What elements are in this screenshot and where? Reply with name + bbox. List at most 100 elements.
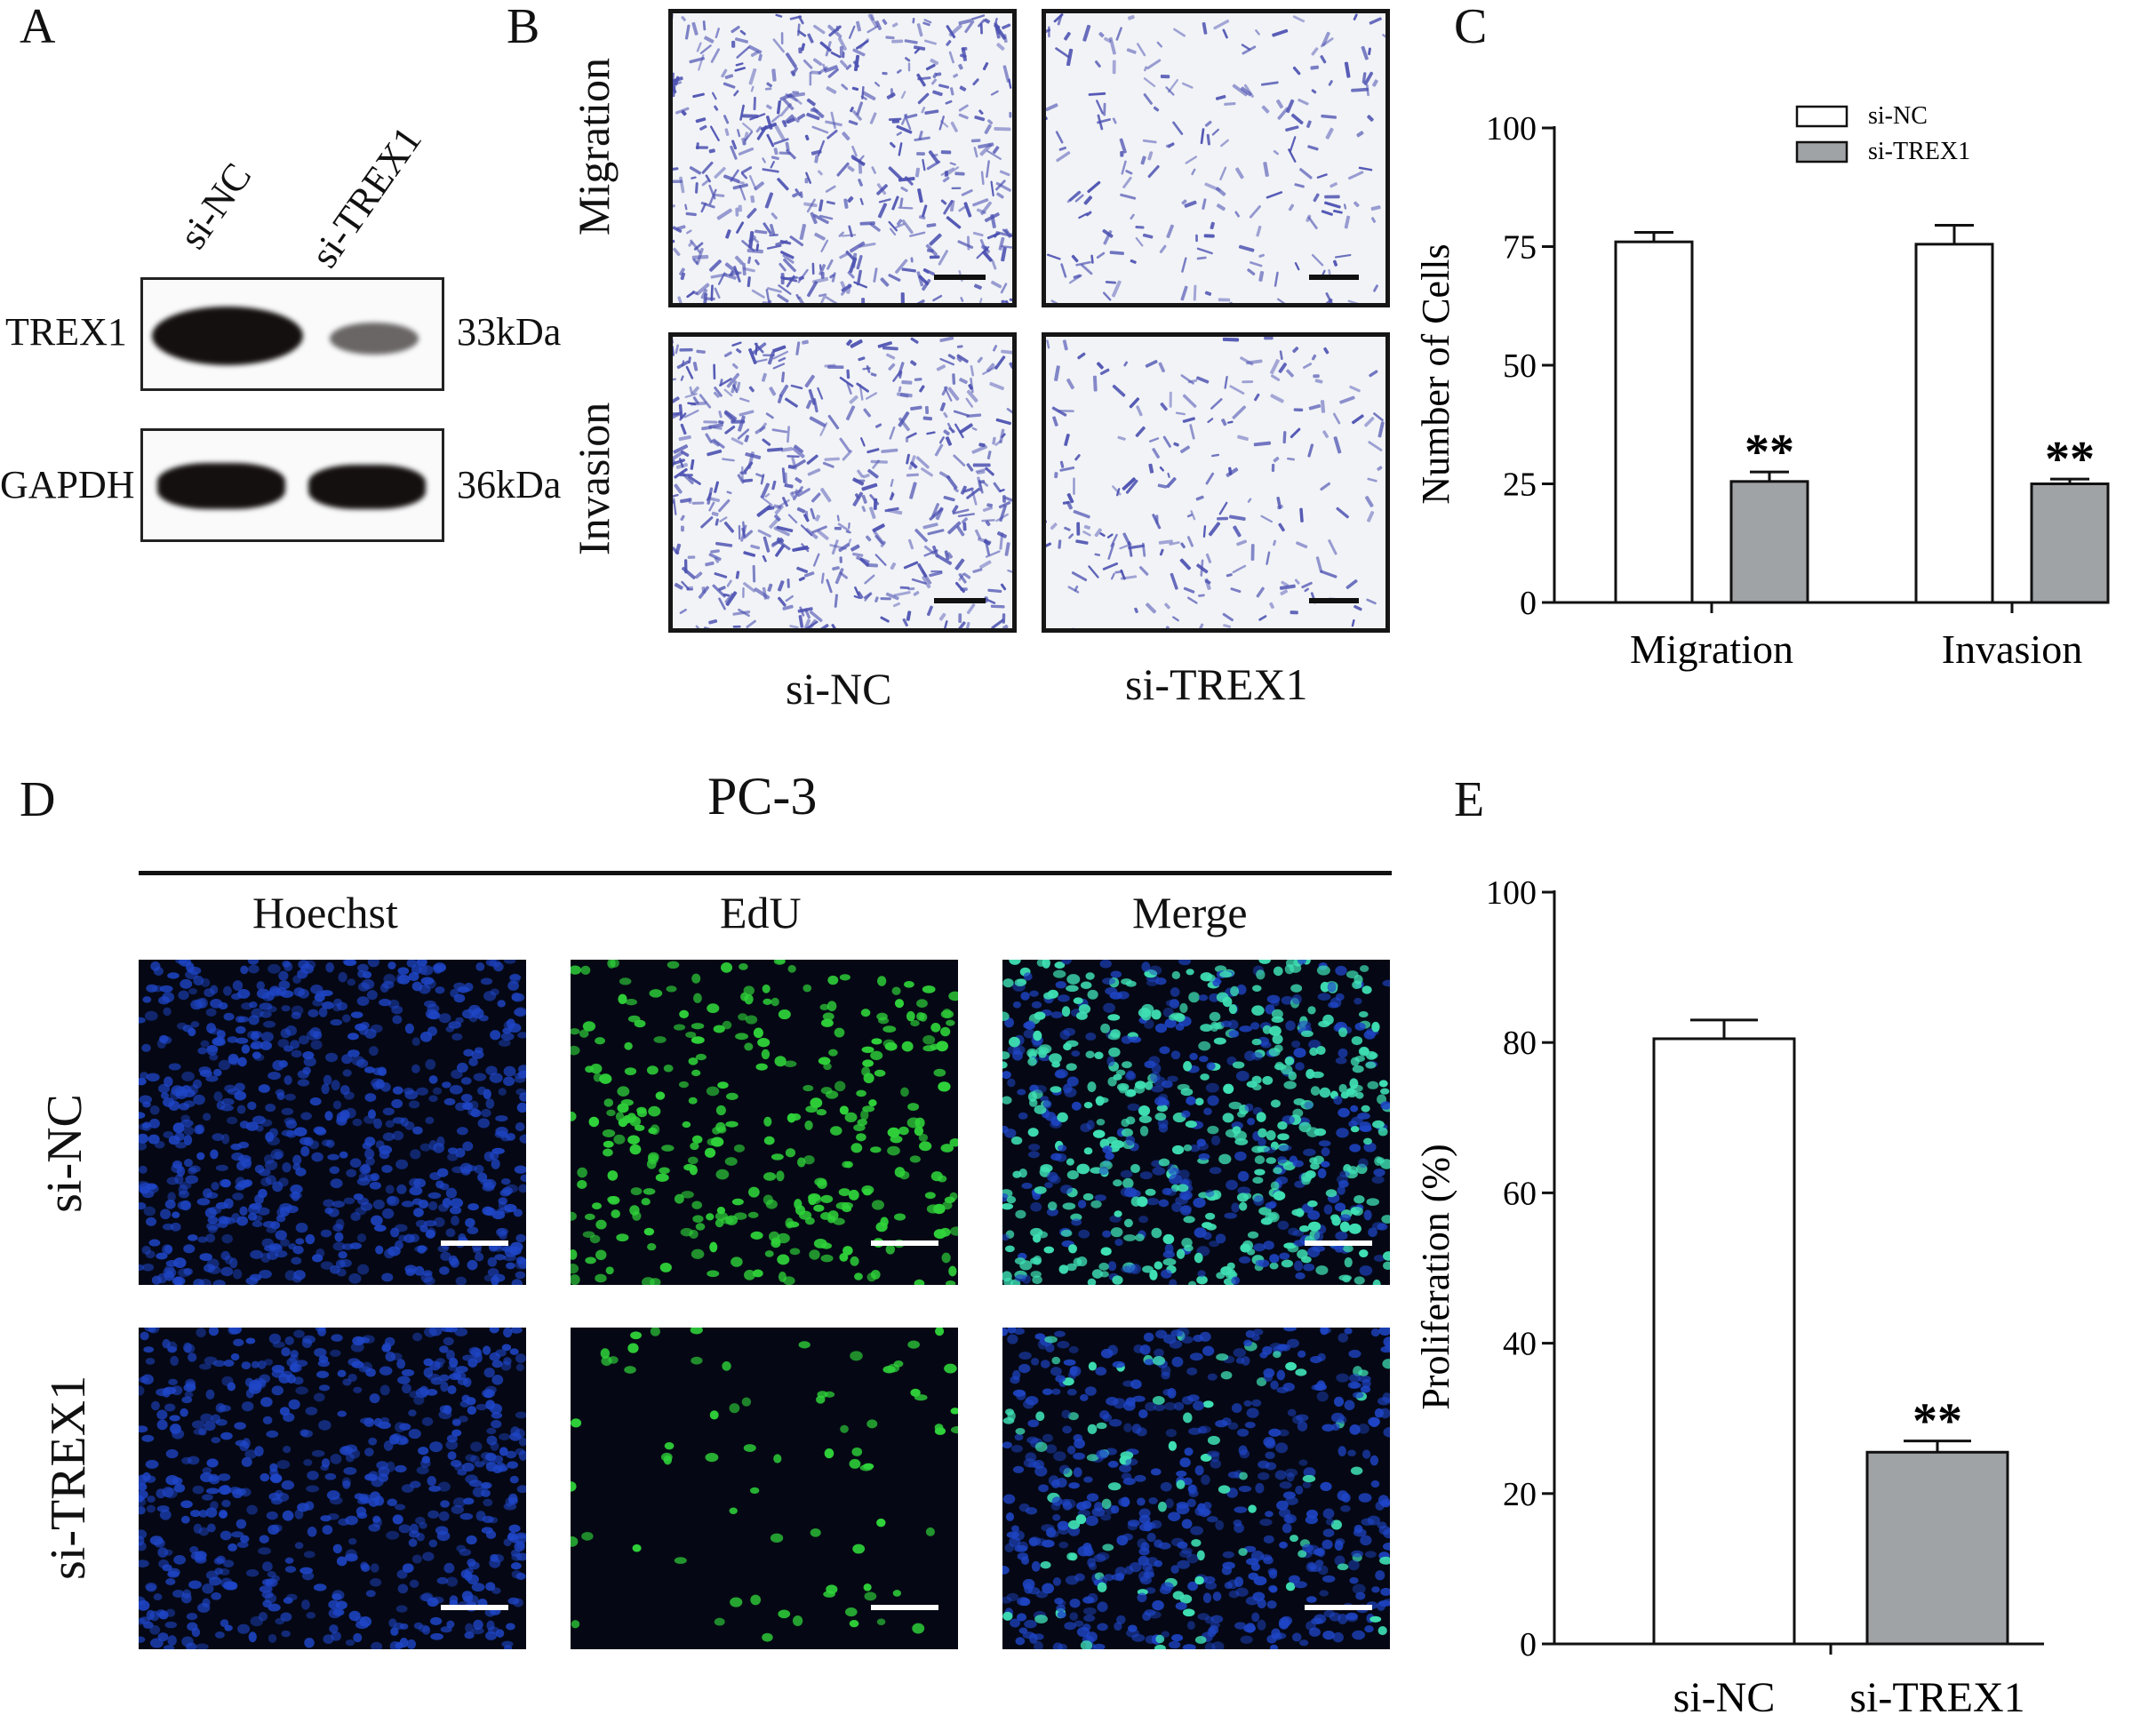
edu-title: PC-3 [707, 767, 818, 826]
nuclei-merge-si-trex1 [1002, 1328, 1390, 1649]
bar [1614, 240, 1694, 604]
bar [1865, 1450, 2009, 1646]
y-axis-label: Number of Cells [1414, 243, 1457, 504]
nuclei-hoechst-si-trex1 [139, 1328, 526, 1649]
significance-label: ** [1745, 425, 1794, 480]
bar [1914, 243, 1994, 604]
lane-label-si-nc: si-NC [170, 155, 260, 257]
scale-bar [1309, 598, 1359, 603]
y-tick-label: 50 [1503, 347, 1537, 385]
bar [1729, 480, 1809, 604]
nuclei [571, 1328, 958, 1642]
bar [2030, 483, 2110, 604]
band-gapdh-si-trex1 [308, 465, 426, 509]
y-tick-label: 40 [1503, 1326, 1537, 1363]
bar [1652, 1037, 1796, 1646]
x-tick-label: si-NC [1673, 1674, 1776, 1721]
significance-label: ** [1912, 1394, 1962, 1449]
row-label-migration: Migration [569, 58, 619, 235]
nuclei [139, 1328, 526, 1649]
scale-bar [1309, 275, 1359, 280]
row-label-invasion: Invasion [569, 402, 619, 555]
y-tick-label: 0 [1520, 585, 1537, 622]
stained-cells [1046, 337, 1385, 628]
cell-stain-invasion-si-nc [673, 337, 1012, 628]
size-label-gapdh: 36kDa [457, 463, 562, 507]
blot-trex1 [140, 277, 444, 391]
legend-label: si-NC [1868, 102, 1928, 130]
nuclei-merge-si-nc [1002, 960, 1390, 1285]
hoechst-si-nc [139, 960, 526, 1285]
panel-label-c: C [1454, 0, 1488, 54]
bar-chart-migration-invasion: 0 25 50 75 100 Number of Cells Migration ** Inva… [1414, 102, 2110, 672]
edu-title-rule [139, 871, 1392, 875]
nuclei [571, 960, 958, 1285]
col-label-si-trex1: si-TREX1 [1125, 659, 1308, 709]
nuclei-edu-si-nc [571, 960, 958, 1285]
panel-label-d: D [20, 772, 56, 827]
size-label-trex1: 33kDa [457, 310, 562, 354]
y-tick-label: 80 [1503, 1025, 1537, 1062]
significance-label: ** [2045, 432, 2095, 487]
y-axis-label: Proliferation (%) [1414, 1144, 1457, 1409]
scale-bar [871, 1605, 938, 1610]
x-tick-label: si-TREX1 [1849, 1674, 2024, 1721]
hoechst-si-trex1 [139, 1328, 526, 1649]
y-tick-label: 100 [1486, 110, 1537, 148]
cell-stain-migration-si-trex1 [1046, 13, 1385, 303]
panel-label-b: B [507, 0, 540, 54]
nuclei-edu-si-trex1 [571, 1328, 958, 1642]
y-tick-label: 60 [1503, 1175, 1537, 1212]
y-tick-label: 0 [1520, 1626, 1537, 1663]
scale-bar [441, 1605, 508, 1610]
scale-bar [871, 1240, 938, 1246]
y-tick-label: 20 [1503, 1476, 1537, 1513]
cell-stain-migration-si-nc [673, 13, 1012, 303]
row-label-si-trex1: si-TREX1 [41, 1375, 96, 1580]
transwell-migration-si-trex1 [1042, 9, 1390, 307]
protein-label-gapdh: GAPDH [0, 463, 135, 507]
nuclei [1002, 960, 1390, 1285]
row-label-si-nc: si-NC [37, 1094, 92, 1213]
legend-swatch [1795, 140, 1849, 164]
band-trex1-si-trex1 [330, 323, 419, 355]
y-tick-label: 100 [1486, 874, 1537, 912]
y-tick-label: 25 [1503, 467, 1537, 504]
edu-si-trex1 [571, 1328, 958, 1649]
stained-cells [673, 337, 1012, 628]
x-tick-label: Invasion [1942, 626, 2082, 672]
cell-stain-invasion-si-trex1 [1046, 337, 1385, 628]
scale-bar [441, 1240, 508, 1246]
legend-swatch [1795, 105, 1849, 128]
scale-bar [934, 598, 986, 603]
lane-label-si-trex1: si-TREX1 [302, 118, 430, 275]
col-label-si-nc: si-NC [786, 664, 892, 714]
scale-bar [1305, 1605, 1372, 1610]
bar-chart-proliferation: 0 20 40 60 80 100 Proliferation (%) si-NC si-TRE… [1414, 874, 2044, 1721]
transwell-invasion-si-trex1 [1042, 332, 1390, 633]
band-trex1-si-nc [152, 307, 303, 365]
stained-cells [673, 13, 1012, 303]
protein-label-trex1: TREX1 [5, 310, 127, 354]
col-label-merge: Merge [1132, 888, 1248, 937]
merge-si-nc [1002, 960, 1390, 1285]
band-gapdh-si-nc [157, 463, 285, 509]
panel-label-a: A [20, 0, 56, 54]
merge-si-trex1 [1002, 1328, 1390, 1649]
scale-bar [934, 275, 986, 280]
blot-gapdh [140, 428, 444, 542]
scale-bar [1305, 1240, 1372, 1246]
legend-label: si-TREX1 [1868, 138, 1970, 165]
panel-label-e: E [1454, 772, 1485, 827]
col-label-edu: EdU [720, 888, 802, 937]
y-tick-label: 75 [1503, 229, 1537, 267]
stained-cells [1046, 13, 1385, 303]
edu-si-nc [571, 960, 958, 1285]
transwell-invasion-si-nc [668, 332, 1017, 633]
nuclei [1002, 1328, 1390, 1649]
nuclei-hoechst-si-nc [139, 960, 526, 1285]
x-tick-label: Migration [1630, 626, 1793, 672]
transwell-migration-si-nc [668, 9, 1017, 307]
nuclei [139, 960, 526, 1285]
col-label-hoechst: Hoechst [252, 888, 398, 937]
